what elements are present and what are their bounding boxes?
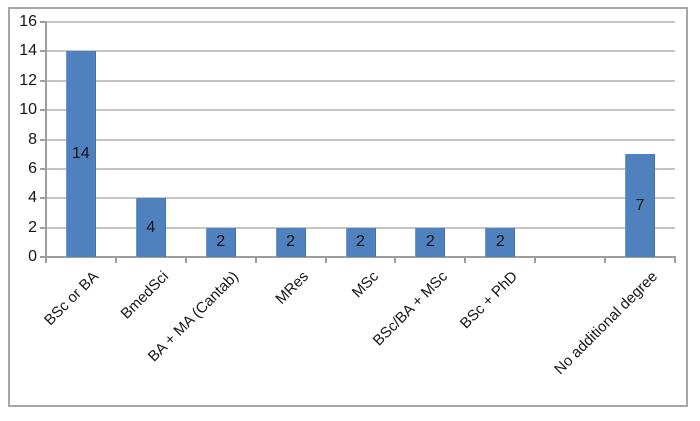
- x-tick-mark: [254, 257, 257, 263]
- gridline: [46, 21, 675, 23]
- y-tick-mark: [40, 138, 46, 141]
- bar: [415, 227, 446, 257]
- y-axis-tick-label: 14: [19, 42, 37, 60]
- bar: [345, 227, 376, 257]
- bar: [205, 227, 236, 257]
- x-tick-mark: [45, 257, 47, 263]
- bar-value-label: 2: [286, 233, 296, 251]
- y-tick-mark: [40, 197, 46, 200]
- y-axis-tick-label: 8: [28, 130, 37, 148]
- x-tick-mark: [394, 257, 397, 263]
- bar: [485, 227, 516, 257]
- y-axis-tick-label: 6: [28, 159, 37, 177]
- y-axis-tick-label: 12: [19, 71, 37, 89]
- bar: [625, 154, 656, 257]
- bar: [65, 51, 96, 257]
- y-axis-line: [45, 22, 47, 259]
- gridline: [46, 109, 675, 112]
- y-axis-tick-label: 0: [28, 248, 37, 265]
- x-tick-mark: [534, 257, 537, 263]
- y-axis-tick-label: 16: [19, 13, 37, 30]
- bar: [135, 198, 166, 257]
- bar-value-label: 7: [635, 196, 645, 214]
- gridline: [46, 50, 675, 53]
- chart-frame: [8, 7, 688, 407]
- x-tick-mark: [184, 257, 187, 263]
- bar-value-label: 2: [216, 233, 226, 251]
- gridline: [46, 138, 675, 141]
- x-tick-mark: [324, 257, 327, 263]
- x-tick-mark: [114, 257, 117, 263]
- y-tick-mark: [40, 79, 46, 82]
- x-tick-mark: [674, 257, 676, 263]
- y-tick-mark: [40, 109, 46, 112]
- y-axis-tick-label: 10: [19, 101, 37, 119]
- x-tick-mark: [604, 257, 607, 263]
- gridline: [46, 197, 675, 200]
- bar-value-label: 4: [146, 218, 156, 236]
- x-tick-mark: [464, 257, 467, 263]
- x-axis-line: [45, 256, 676, 258]
- y-tick-mark: [40, 50, 46, 53]
- gridline: [46, 167, 675, 170]
- bar-value-label: 14: [72, 145, 90, 163]
- bar-value-label: 2: [425, 233, 435, 251]
- bar-value-label: 2: [495, 233, 505, 251]
- y-tick-mark: [40, 256, 46, 258]
- y-axis-tick-label: 4: [28, 189, 37, 207]
- y-tick-mark: [40, 21, 46, 23]
- gridline: [46, 79, 675, 82]
- bar-value-label: 2: [356, 233, 365, 251]
- bar: [275, 227, 306, 257]
- y-tick-mark: [40, 226, 46, 229]
- y-tick-mark: [40, 167, 46, 170]
- y-axis-tick-label: 2: [28, 218, 37, 236]
